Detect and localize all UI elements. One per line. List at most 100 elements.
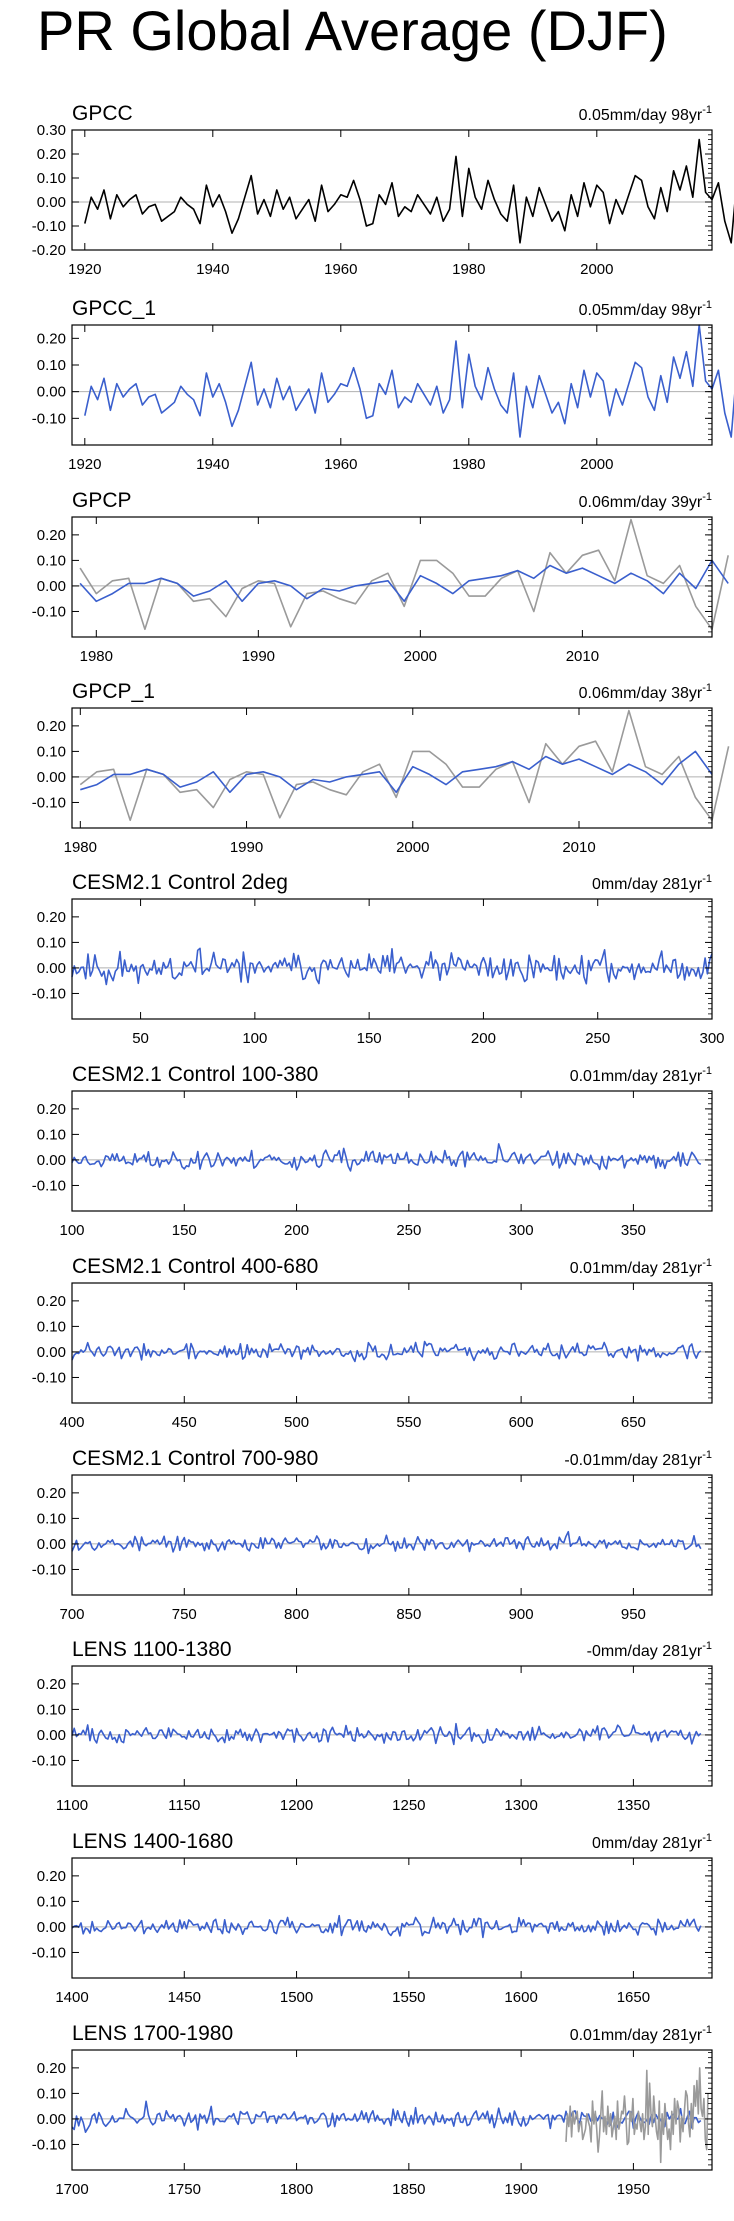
- panel-title: LENS 1100-1380: [72, 1638, 232, 1661]
- panel-trend-label: -0.01mm/day 281yr-1: [564, 1449, 712, 1469]
- x-tick-label: 900: [509, 1606, 534, 1623]
- x-tick-label: 1600: [504, 1989, 537, 2006]
- y-tick-label: 0.20: [37, 718, 66, 735]
- x-tick-label: 750: [172, 1606, 197, 1623]
- x-tick-label: 250: [585, 1030, 610, 1047]
- plot-frame: [71, 2049, 713, 2171]
- y-tick-label: 0.10: [37, 552, 66, 569]
- series-line: [71, 1722, 702, 1746]
- x-tick-label: 1950: [617, 2181, 650, 2198]
- x-tick-label: 1940: [196, 261, 229, 278]
- chart-panel: CESM2.1 Control 400-680 0.01mm/day 281yr-…: [32, 1255, 713, 1431]
- trend-exponent: -1: [702, 2024, 712, 2036]
- chart-panel: LENS 1700-1980 0.01mm/day 281yr-1 -0.10 0.0…: [32, 2022, 713, 2198]
- chart-panel: GPCP 0.06mm/day 39yr-1 -0.10 0.00 0.10 0.20 19…: [32, 489, 729, 665]
- trend-exponent: -1: [702, 491, 712, 503]
- y-tick-label: 0.20: [37, 1868, 66, 1885]
- y-tick-label: 0.20: [37, 909, 66, 926]
- x-tick-label: 1750: [168, 2181, 201, 2198]
- y-tick-label: 0.10: [37, 1510, 66, 1527]
- panel-trend-label: 0.05mm/day 98yr-1: [579, 104, 712, 124]
- x-tick-label: 650: [621, 1414, 646, 1431]
- y-tick-label: 0.00: [37, 960, 66, 977]
- series-line: [71, 1143, 702, 1172]
- x-tick-label: 1980: [64, 839, 97, 856]
- y-tick-label: 0.10: [37, 1893, 66, 1910]
- x-tick-label: 400: [59, 1414, 84, 1431]
- panel-title: GPCP_1: [72, 680, 155, 703]
- y-tick-label: 0.00: [37, 1344, 66, 1361]
- y-tick-label: 0.20: [37, 1293, 66, 1310]
- trend-exponent: -1: [702, 104, 712, 116]
- panel-title: GPCC: [72, 102, 133, 125]
- series-line: [79, 709, 730, 822]
- panel-title: CESM2.1 Control 100-380: [72, 1063, 318, 1086]
- plot-frame: [71, 1282, 713, 1404]
- x-tick-label: 300: [699, 1030, 724, 1047]
- trend-exponent: -1: [702, 1257, 712, 1269]
- panel-title: CESM2.1 Control 400-680: [72, 1255, 318, 1278]
- x-tick-label: 450: [172, 1414, 197, 1431]
- y-tick-label: -0.10: [32, 1944, 66, 1961]
- panel-trend-label: 0.05mm/day 98yr-1: [579, 299, 712, 319]
- trend-exponent: -1: [702, 1832, 712, 1844]
- x-tick-label: 800: [284, 1606, 309, 1623]
- x-tick-label: 1920: [68, 456, 101, 473]
- x-tick-label: 1990: [242, 648, 275, 665]
- y-tick-label: 0.00: [37, 1919, 66, 1936]
- series-line: [79, 559, 729, 603]
- panel-title: GPCP: [72, 489, 132, 512]
- trend-exponent: -1: [702, 682, 712, 694]
- y-tick-label: 0.20: [37, 1101, 66, 1118]
- y-tick-label: 0.20: [37, 527, 66, 544]
- y-tick-label: 0.10: [37, 743, 66, 760]
- trend-exponent: -1: [702, 1640, 712, 1652]
- series-line: [84, 138, 734, 244]
- x-tick-label: 1300: [504, 1797, 537, 1814]
- y-tick-label: 0.20: [37, 1485, 66, 1502]
- series-line: [71, 1530, 702, 1555]
- y-tick-label: 0.00: [37, 2111, 66, 2128]
- y-tick-label: -0.10: [32, 410, 66, 427]
- plot-frame: [71, 1857, 713, 1979]
- panel-trend-label: 0.01mm/day 281yr-1: [570, 1257, 712, 1277]
- plot-frame: [71, 1474, 713, 1596]
- x-tick-label: 200: [284, 1222, 309, 1239]
- panel-trend-label: 0.01mm/day 281yr-1: [570, 1065, 712, 1085]
- y-tick-label: -0.10: [32, 794, 66, 811]
- plot-frame: [71, 516, 713, 638]
- series-line: [71, 1340, 702, 1363]
- panel-trend-label: 0.01mm/day 281yr-1: [570, 2024, 712, 2044]
- x-tick-label: 1900: [504, 2181, 537, 2198]
- y-tick-label: -0.10: [32, 1177, 66, 1194]
- x-tick-label: 100: [59, 1222, 84, 1239]
- x-tick-label: 700: [59, 1606, 84, 1623]
- panel-trend-label: 0mm/day 281yr-1: [592, 873, 712, 893]
- chart-panel: GPCP_1 0.06mm/day 38yr-1 -0.10 0.00 0.10 0.20…: [32, 680, 730, 856]
- series-line: [84, 324, 734, 438]
- plot-frame: [71, 1665, 713, 1787]
- x-tick-label: 50: [132, 1030, 149, 1047]
- x-tick-label: 1960: [324, 456, 357, 473]
- x-tick-label: 500: [284, 1414, 309, 1431]
- panel-title: GPCC_1: [72, 297, 156, 320]
- panel-title: CESM2.1 Control 700-980: [72, 1447, 318, 1470]
- y-tick-label: 0.10: [37, 934, 66, 951]
- x-tick-label: 150: [172, 1222, 197, 1239]
- y-tick-label: -0.10: [32, 2136, 66, 2153]
- x-tick-label: 850: [396, 1606, 421, 1623]
- plot-frame: [71, 707, 713, 829]
- x-tick-label: 1650: [617, 1989, 650, 2006]
- chart-panel: CESM2.1 Control 100-380 0.01mm/day 281yr-…: [32, 1063, 713, 1239]
- y-tick-label: -0.10: [32, 218, 66, 235]
- x-tick-label: 2010: [562, 839, 595, 856]
- plot-frame: [71, 1090, 713, 1212]
- x-tick-label: 1990: [230, 839, 263, 856]
- x-tick-label: 1100: [56, 1797, 88, 1814]
- series-line: [565, 2067, 709, 2164]
- panel-title: CESM2.1 Control 2deg: [72, 871, 288, 894]
- y-tick-label: -0.10: [32, 1752, 66, 1769]
- x-tick-label: 1980: [452, 456, 485, 473]
- x-tick-label: 1500: [280, 1989, 313, 2006]
